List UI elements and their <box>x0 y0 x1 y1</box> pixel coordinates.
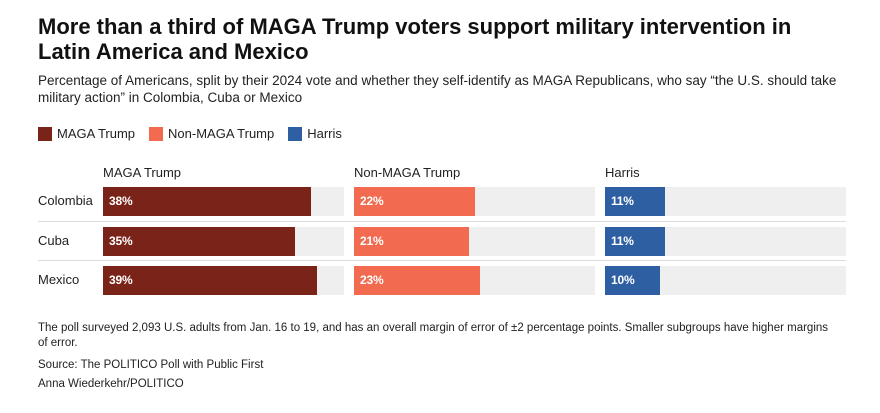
legend-swatch-non-maga-trump <box>149 126 164 141</box>
bar-track-non-maga-trump-cuba: 21% <box>354 227 595 256</box>
row-separator <box>38 221 846 222</box>
legend-label-maga-trump: MAGA Trump <box>57 126 136 141</box>
source: Source: The POLITICO Poll with Public Fi… <box>38 359 264 371</box>
bar-track-maga-trump-cuba: 35% <box>103 227 344 256</box>
bar-harris-colombia: 11% <box>605 187 666 216</box>
bar-value-label: 23% <box>360 273 384 287</box>
row-label-cuba: Cuba <box>38 233 70 248</box>
bar-track-maga-trump-mexico: 39% <box>103 266 344 295</box>
bar-value-label: 10% <box>611 273 635 287</box>
bar-track-non-maga-trump-mexico: 23% <box>354 266 595 295</box>
row-label-colombia: Colombia <box>38 193 93 208</box>
legend-swatch-harris <box>288 126 303 141</box>
legend-swatch-maga-trump <box>38 126 52 141</box>
bar-value-label: 39% <box>109 273 133 287</box>
bar-track-harris-colombia: 11% <box>605 187 846 216</box>
legend-item-harris: Harris <box>288 126 342 141</box>
bar-value-label: 11% <box>611 234 634 248</box>
bar-value-label: 11% <box>611 194 634 208</box>
bar-non-maga-trump-colombia: 22% <box>354 187 475 216</box>
bar-non-maga-trump-mexico: 23% <box>354 266 480 295</box>
bar-track-harris-cuba: 11% <box>605 227 846 256</box>
bar-value-label: 22% <box>360 194 384 208</box>
chart-subtitle: Percentage of Americans, split by their … <box>38 73 837 105</box>
panel-header-maga-trump: MAGA Trump <box>103 165 182 180</box>
bar-value-label: 35% <box>109 234 133 248</box>
footnote: The poll surveyed 2,093 U.S. adults from… <box>38 322 829 349</box>
panel-header-non-maga-trump: Non-MAGA Trump <box>354 165 461 180</box>
legend: MAGA Trump Non-MAGA Trump Harris <box>38 126 342 141</box>
panel-header-harris: Harris <box>605 165 640 180</box>
bar-track-harris-mexico: 10% <box>605 266 846 295</box>
bar-value-label: 38% <box>109 194 133 208</box>
legend-label-non-maga-trump: Non-MAGA Trump <box>168 126 275 141</box>
bar-non-maga-trump-cuba: 21% <box>354 227 470 256</box>
row-separator <box>38 260 846 261</box>
bar-harris-cuba: 11% <box>605 227 666 256</box>
legend-label-harris: Harris <box>307 126 342 141</box>
legend-item-maga-trump: MAGA Trump <box>38 126 135 141</box>
bar-value-label: 21% <box>360 234 384 248</box>
legend-item-non-maga-trump: Non-MAGA Trump <box>149 126 274 141</box>
bar-maga-trump-colombia: 38% <box>103 187 312 216</box>
chart-title: More than a third of MAGA Trump voters s… <box>38 14 792 64</box>
bar-track-maga-trump-colombia: 38% <box>103 187 344 216</box>
credit: Anna Wiederkehr/POLITICO <box>38 378 184 390</box>
bar-track-non-maga-trump-colombia: 22% <box>354 187 595 216</box>
bar-harris-mexico: 10% <box>605 266 660 295</box>
bar-maga-trump-mexico: 39% <box>103 266 317 295</box>
bar-maga-trump-cuba: 35% <box>103 227 295 256</box>
row-label-mexico: Mexico <box>38 272 80 287</box>
